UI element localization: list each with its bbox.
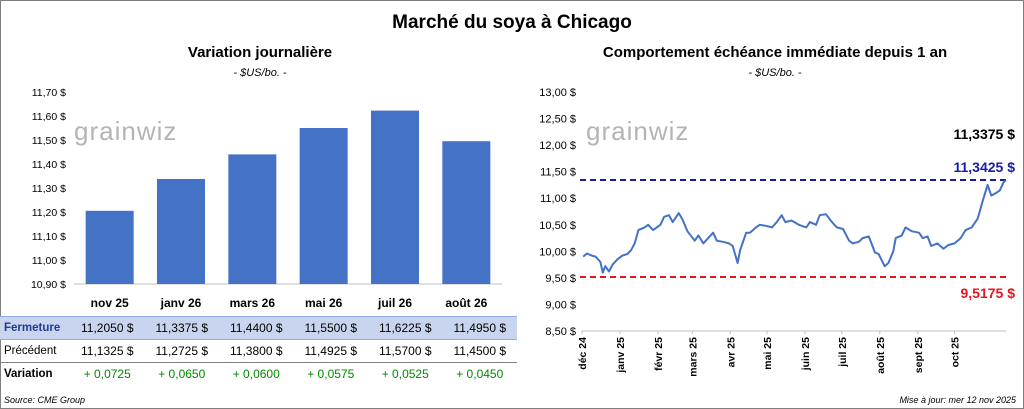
y-tick-label: 12,00 $ [539,140,576,152]
table-row: Fermeture 11,2050 $ 11,3375 $ 11,4400 $ … [0,316,517,340]
y-tick-label: 11,10 $ [32,231,66,243]
row-label: Fermeture [0,316,70,340]
x-tick-label: juin 25 [800,337,812,371]
table-cell: 11,5700 $ [379,344,432,358]
table-row: Précédent 11,1325 $ 11,2725 $ 11,3800 $ … [0,340,517,363]
left-chart-title: Variation journalière [187,44,333,61]
page-title: Marché du soya à Chicago [392,12,632,33]
high-line-label: 11,3425 $ [953,159,1015,175]
y-tick-label: 11,00 $ [32,255,66,267]
table-cell: 11,4500 $ [453,344,507,358]
y-tick-label: 10,50 $ [539,220,576,232]
bar [442,141,491,284]
price-series-line [582,179,1007,274]
line-chart: grainwiz 8,50 $ 9,00 $ 9,50 $ 10,00 $ 10,50 … [539,87,1016,377]
last-price-label: 11,3375 $ [953,126,1015,142]
update-note: Mise à jour: mer 12 nov 2025 [899,395,1016,405]
x-tick-label: nov 25 [91,296,129,310]
table-cell: + 0,0450 [442,362,517,385]
table-cell: + 0,0600 [219,362,294,385]
table-cell: 11,3800 $ [230,344,283,358]
x-tick-label: avr 25 [725,337,737,368]
table-cell: 11,4400 $ [219,316,294,340]
table-cell: 11,2050 $ [70,316,145,340]
source-note: Source: CME Group [4,395,86,405]
x-tick-label: juil 26 [377,296,412,310]
left-chart-unit: - $US/bo. - [233,67,287,79]
table-cell: 11,3375 $ [144,316,219,340]
bar [157,179,205,284]
price-table: Fermeture 11,2050 $ 11,3375 $ 11,4400 $ … [0,316,517,385]
right-chart-unit: - $US/bo. - [748,67,802,79]
table-cell: 11,1325 $ [81,344,134,358]
x-tick-label: août 26 [445,296,487,310]
x-tick-label: juil 25 [837,337,849,368]
table-row: Variation + 0,0725 + 0,0650 + 0,0600 + 0… [0,362,517,385]
bar [85,210,134,284]
y-tick-label: 12,50 $ [539,114,576,126]
y-tick-label: 9,50 $ [545,273,576,285]
y-tick-label: 11,30 $ [32,183,66,195]
x-tick-label: mai 26 [305,296,343,310]
y-tick-label: 13,00 $ [539,87,576,99]
low-line-label: 9,5175 $ [961,285,1016,301]
bar [228,154,277,284]
x-tick-label: déc 24 [577,337,589,370]
table-cell: + 0,0575 [293,362,368,385]
y-tick-label: 11,50 $ [540,167,576,179]
x-tick-label: oct 25 [950,337,962,368]
watermark-logo: grainwiz [586,116,689,146]
table-cell: 11,4925 $ [304,344,358,358]
x-tick-label: août 25 [875,337,887,374]
row-label: Variation [0,362,70,385]
y-tick-label: 11,40 $ [32,159,66,171]
x-tick-label: mai 25 [762,337,774,370]
y-tick-label: 11,70 $ [32,87,66,99]
table-cell: + 0,0525 [368,362,443,385]
row-label: Précédent [4,345,57,357]
y-tick-label: 10,00 $ [539,246,576,258]
table-cell: 11,2725 $ [155,344,209,358]
table-cell: + 0,0650 [144,362,219,385]
bar-chart: grainwiz 10,90 $ 11,00 $ 11,10 $ 11,20 $ 11,… [31,87,502,310]
x-tick-label: mars 26 [230,296,276,310]
watermark-logo: grainwiz [74,116,177,146]
table-cell: 11,5500 $ [293,316,368,340]
bar [371,110,419,284]
x-tick-label: févr 25 [653,337,665,371]
bar [299,128,348,284]
x-tick-label: janv 25 [615,337,627,374]
x-tick-label: mars 25 [687,337,699,377]
table-cell: 11,6225 $ [368,316,443,340]
x-tick-label: janv 26 [160,296,202,310]
x-tick-label: sept 25 [913,337,925,373]
y-tick-label: 8,50 $ [545,326,576,338]
y-tick-label: 11,50 $ [32,135,66,147]
table-cell: 11,4950 $ [442,316,517,340]
y-tick-label: 11,60 $ [32,111,66,123]
y-tick-label: 10,90 $ [31,279,66,291]
y-tick-label: 11,20 $ [32,207,66,219]
y-tick-label: 11,00 $ [540,193,576,205]
y-tick-label: 9,00 $ [545,299,576,311]
table-cell: + 0,0725 [70,362,145,385]
right-chart-title: Comportement échéance immédiate depuis 1… [602,44,948,61]
